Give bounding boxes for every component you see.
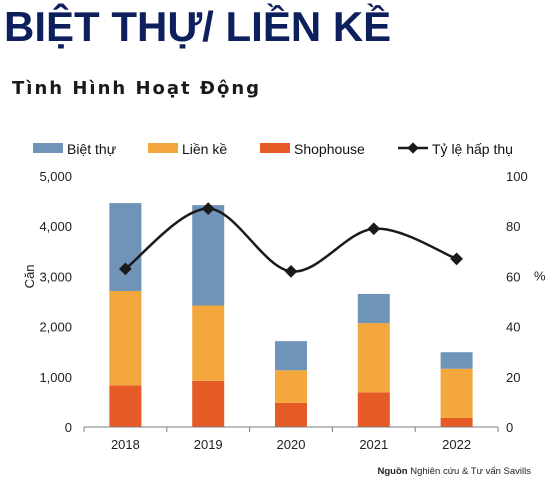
source-label: Nguồn	[377, 466, 408, 477]
x-tick-label: 2020	[277, 437, 306, 452]
absorption-rate-point	[201, 202, 215, 215]
y-tick-label: 2,000	[39, 320, 72, 335]
absorption-rate-point	[119, 262, 132, 276]
bar-segment	[109, 203, 142, 291]
page-title: BIỆT THỰ/ LIỀN KỀ	[4, 3, 392, 50]
x-axis: 2018 2019 2020 2021 2022	[83, 426, 499, 452]
y2-tick-label: 0	[506, 420, 513, 435]
bar-segment	[192, 380, 225, 427]
bar-segment	[275, 402, 307, 427]
bar-segment	[109, 290, 142, 386]
bar-segment	[440, 417, 473, 427]
y-axis-label: Căn	[22, 264, 37, 288]
bar-segment	[109, 385, 142, 427]
legend-marker	[407, 142, 419, 154]
y-tick-label: 0	[65, 420, 72, 435]
bar-segment	[192, 305, 225, 381]
y2-tick-label: 40	[506, 320, 520, 335]
bar-segment	[357, 293, 390, 324]
y2-tick-label: 80	[506, 219, 520, 234]
bars	[109, 203, 473, 427]
absorption-rate-line	[124, 207, 458, 273]
chart-subtitle: Tình Hình Hoạt Động	[12, 78, 262, 99]
bar-segment	[440, 352, 473, 369]
y-tick-label: 1,000	[39, 370, 72, 385]
legend: Biệt thự Liền kề Shophouse Tỷ lệ hấp thụ	[33, 141, 513, 157]
y2-tick-label: 100	[506, 169, 528, 184]
y2-tick-label: 60	[506, 269, 520, 284]
bar-segment	[440, 368, 473, 418]
y-axis-right: 0 20 40 60 80 100%	[506, 169, 546, 435]
legend-label: Biệt thự	[67, 141, 116, 157]
legend-swatch	[260, 143, 290, 153]
source-note: Nguồn Nghiên cứu & Tư vấn Savills	[377, 466, 531, 477]
bar-segment	[275, 341, 307, 371]
bar-segment	[357, 323, 390, 393]
y-tick-label: 3,000	[39, 269, 72, 284]
absorption-rate-point	[367, 222, 381, 236]
absorption-rate-point	[284, 265, 298, 278]
legend-label: Shophouse	[294, 141, 365, 157]
bar-segment	[357, 392, 390, 427]
bar-segment	[275, 370, 307, 403]
y-tick-label: 5,000	[39, 169, 72, 184]
y-tick-label: 4,000	[39, 219, 72, 234]
y2-axis-label: %	[534, 268, 546, 283]
source-text: Nghiên cứu & Tư vấn Savills	[407, 466, 531, 477]
x-tick-label: 2021	[359, 437, 388, 452]
x-tick-label: 2019	[194, 437, 223, 452]
x-tick-label: 2022	[442, 437, 471, 452]
absorption-rate-point	[450, 252, 463, 266]
y-axis-left: 0 1,000 2,000 3,000 4,000 5,000 Căn	[22, 169, 72, 435]
legend-label: Liền kề	[182, 141, 227, 157]
x-tick-label: 2018	[111, 437, 140, 452]
legend-swatch	[33, 143, 63, 153]
y2-tick-label: 20	[506, 370, 520, 385]
absorption-line	[119, 202, 463, 278]
legend-label: Tỷ lệ hấp thụ	[432, 141, 513, 157]
bar-segment	[192, 205, 225, 306]
legend-swatch	[148, 143, 178, 153]
